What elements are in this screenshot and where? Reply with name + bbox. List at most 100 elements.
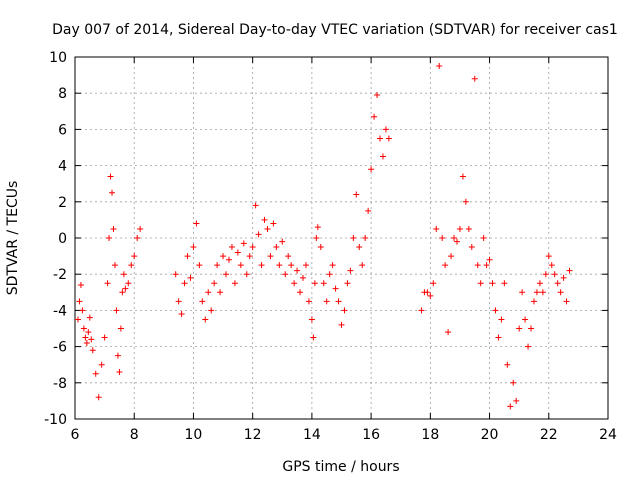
data-point <box>79 307 86 314</box>
y-tick-label: -10 <box>44 412 67 428</box>
data-point <box>436 63 443 70</box>
data-point <box>109 189 116 196</box>
y-tick-label: -2 <box>53 267 67 283</box>
data-point <box>522 316 529 323</box>
data-point <box>492 307 499 314</box>
data-point <box>353 191 360 198</box>
data-point <box>539 289 546 296</box>
data-point <box>184 253 191 260</box>
data-point <box>382 126 389 133</box>
data-point <box>196 262 203 269</box>
data-point <box>513 397 520 404</box>
data-point <box>326 271 333 278</box>
data-point <box>551 271 558 278</box>
x-tick-label: 22 <box>540 427 558 443</box>
y-tick-label: 4 <box>58 159 67 175</box>
y-axis-label: SDTVAR / TECUs <box>5 181 21 296</box>
data-point <box>317 244 324 251</box>
data-point <box>560 274 567 281</box>
data-point <box>297 289 304 296</box>
y-tick-label: 6 <box>58 122 67 138</box>
data-point <box>225 256 232 263</box>
data-point <box>273 244 280 251</box>
data-point <box>528 325 535 332</box>
y-tick-label: 0 <box>58 231 67 247</box>
data-point <box>82 334 89 341</box>
data-point <box>433 225 440 232</box>
data-point <box>228 244 235 251</box>
data-point <box>359 262 366 269</box>
data-point <box>536 280 543 287</box>
data-point <box>231 280 238 287</box>
y-tick-label: -4 <box>53 303 67 319</box>
data-point <box>302 262 309 269</box>
data-point <box>117 325 124 332</box>
data-point <box>279 238 286 245</box>
data-point <box>311 280 318 287</box>
data-point <box>190 244 197 251</box>
data-point <box>445 329 452 336</box>
data-point <box>489 280 496 287</box>
data-point <box>282 271 289 278</box>
x-tick-label: 8 <box>130 427 139 443</box>
x-tick-label: 16 <box>362 427 380 443</box>
y-tick-label: 10 <box>49 50 67 66</box>
data-point <box>111 262 118 269</box>
data-point <box>240 240 247 247</box>
data-point <box>530 298 537 305</box>
data-point <box>495 334 502 341</box>
data-point <box>424 289 431 296</box>
data-point <box>131 253 138 260</box>
data-point <box>459 173 466 180</box>
data-point <box>310 334 317 341</box>
data-point <box>237 262 244 269</box>
data-point <box>563 298 570 305</box>
data-point <box>202 316 209 323</box>
data-point <box>172 271 179 278</box>
data-point <box>456 225 463 232</box>
data-point <box>258 262 265 269</box>
data-point <box>323 298 330 305</box>
data-point <box>385 135 392 142</box>
data-point <box>477 280 484 287</box>
data-point <box>267 253 274 260</box>
data-point <box>110 225 117 232</box>
data-point <box>107 173 114 180</box>
data-point <box>134 235 141 241</box>
data-point <box>89 347 96 354</box>
y-tick-label: 2 <box>58 195 67 211</box>
data-point <box>465 225 472 232</box>
data-point <box>332 285 339 292</box>
chart-title: Day 007 of 2014, Sidereal Day-to-day VTE… <box>52 22 618 38</box>
data-point <box>217 289 224 296</box>
data-point <box>104 280 111 287</box>
x-tick-label: 10 <box>185 427 203 443</box>
data-point <box>329 262 336 269</box>
data-point <box>305 298 312 305</box>
data-point <box>430 280 437 287</box>
data-point <box>365 207 372 214</box>
data-point <box>486 256 493 263</box>
data-point <box>448 253 455 260</box>
data-point <box>510 379 517 386</box>
data-point <box>371 113 378 120</box>
data-points <box>74 63 573 410</box>
data-point <box>313 235 320 241</box>
data-point <box>83 339 90 346</box>
data-point <box>98 361 105 368</box>
data-point <box>474 262 481 269</box>
data-point <box>542 271 549 278</box>
data-point <box>116 368 123 375</box>
data-point <box>294 267 301 274</box>
data-point <box>214 262 221 269</box>
data-point <box>193 220 200 227</box>
data-point <box>335 298 342 305</box>
grid <box>75 57 608 419</box>
data-point <box>101 334 108 341</box>
data-point <box>468 244 475 251</box>
data-point <box>77 282 84 289</box>
data-point <box>498 316 505 323</box>
data-point <box>504 361 511 368</box>
data-point <box>308 316 315 323</box>
